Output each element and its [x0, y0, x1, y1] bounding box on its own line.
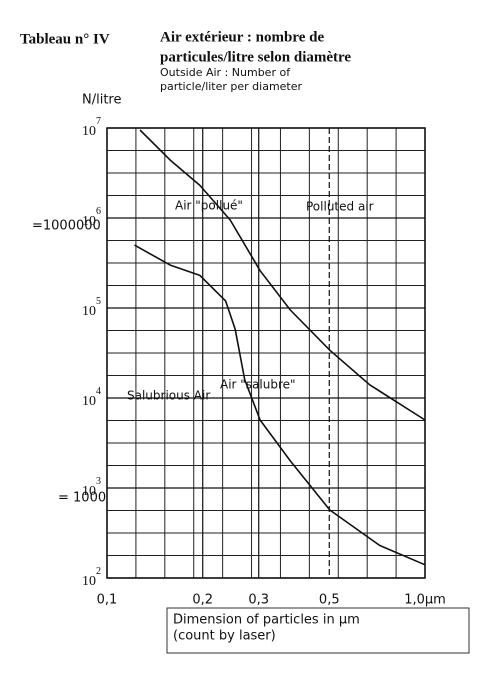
subtitle-line: Outside Air : Number of — [160, 66, 291, 79]
y-tick-base: 10 — [82, 214, 96, 229]
data-line — [139, 129, 426, 421]
x-tick-label: 0,3 — [248, 593, 269, 608]
heading-line: particules/litre selon diamètre — [160, 49, 351, 65]
chart-title: Tableau n° IV — [20, 31, 110, 47]
data-line — [134, 244, 426, 566]
y-axis-label: N/litre — [82, 93, 121, 108]
x-tick-label: 0,5 — [319, 593, 340, 608]
y-tick-label: 103 — [82, 476, 101, 499]
y-tick-exp: 2 — [96, 566, 101, 577]
annotation: Salubrious Air — [127, 389, 210, 403]
y-tick-label: 102 — [82, 566, 101, 589]
annotation: Polluted air — [306, 200, 374, 214]
y-tick-exp: 6 — [96, 206, 101, 217]
x-axis-label: (count by laser) — [173, 629, 276, 644]
series-label: Air "salubre" — [220, 378, 296, 392]
x-tick-label: 0,1 — [97, 593, 118, 608]
x-label-box — [166, 607, 470, 654]
y-tick-label: 105 — [82, 296, 101, 319]
y-tick-base: 10 — [82, 124, 96, 139]
y-tick-exp: 3 — [96, 476, 101, 487]
y-tick-base: 10 — [82, 304, 96, 319]
x-tick-label: 0,2 — [192, 593, 213, 608]
y-tick-exp: 7 — [96, 116, 101, 127]
annotation: =1000000 — [32, 219, 101, 234]
annotation: = 1000 — [58, 491, 106, 506]
y-tick-base: 10 — [82, 394, 96, 409]
x-axis-label: Dimension of particles in µm — [173, 613, 360, 628]
y-tick-exp: 5 — [96, 296, 101, 307]
subtitle-line: particle/liter per diameter — [160, 80, 303, 93]
y-tick-base: 10 — [82, 574, 96, 589]
y-tick-label: 104 — [82, 386, 101, 409]
y-tick-exp: 4 — [96, 386, 101, 397]
series-label: Air "pollué" — [175, 199, 243, 213]
y-tick-base: 10 — [82, 484, 96, 499]
x-tick-label: 1,0µm — [404, 593, 446, 608]
y-tick-label: 107 — [82, 116, 101, 139]
heading-line: Air extérieur : nombre de — [160, 29, 324, 45]
y-tick-label: 106 — [82, 206, 101, 229]
